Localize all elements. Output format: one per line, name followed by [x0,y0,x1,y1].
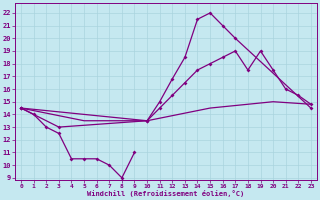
X-axis label: Windchill (Refroidissement éolien,°C): Windchill (Refroidissement éolien,°C) [87,190,244,197]
